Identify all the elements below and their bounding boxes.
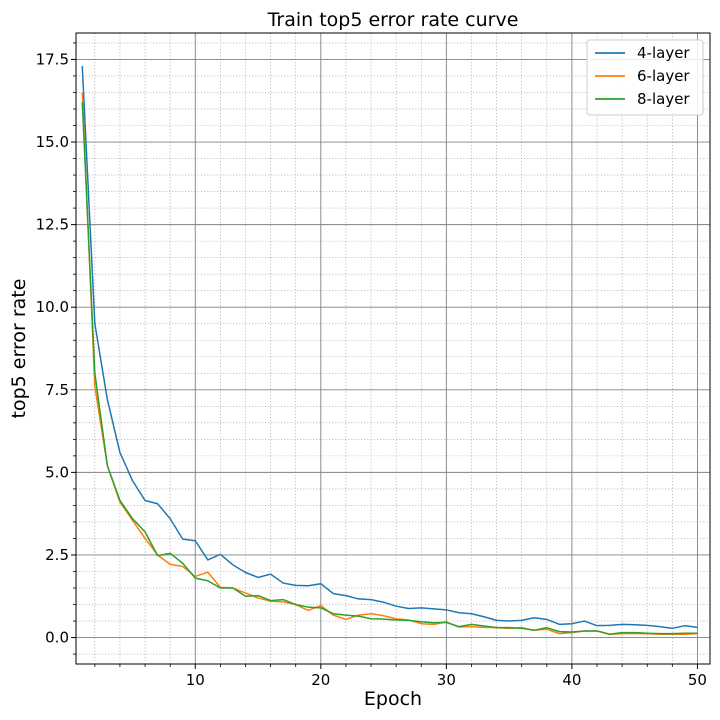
y-tick-label: 12.5 bbox=[36, 216, 69, 234]
axis-ticks: 10 20 30 40 50 0.0 2.5 5.0 7.5 10.0 12.5 15.0 17.5 bbox=[36, 42, 707, 689]
legend-label: 8-layer bbox=[637, 90, 690, 108]
major-grid bbox=[76, 33, 710, 664]
series-line-8-layer bbox=[81, 102, 698, 636]
minor-grid bbox=[76, 33, 710, 664]
x-tick-label: 20 bbox=[311, 671, 330, 689]
legend-label: 4-layer bbox=[637, 44, 690, 62]
y-tick-label: 0.0 bbox=[45, 629, 69, 647]
x-tick-label: 40 bbox=[562, 671, 581, 689]
series-layer bbox=[81, 66, 698, 636]
legend-label: 6-layer bbox=[637, 67, 690, 85]
series-line-6-layer bbox=[81, 92, 698, 636]
y-tick-label: 17.5 bbox=[36, 50, 69, 68]
legend-box bbox=[586, 39, 704, 116]
y-tick-label: 2.5 bbox=[45, 546, 69, 564]
y-tick-label: 5.0 bbox=[45, 463, 69, 481]
y-tick-label: 7.5 bbox=[45, 381, 69, 399]
series-line-4-layer bbox=[81, 66, 698, 630]
x-tick-label: 50 bbox=[688, 671, 707, 689]
x-tick-label: 30 bbox=[437, 671, 456, 689]
y-tick-label: 10.0 bbox=[36, 298, 69, 316]
x-tick-label: 10 bbox=[186, 671, 205, 689]
y-axis-title: top5 error rate bbox=[8, 279, 30, 419]
plot-frame bbox=[75, 32, 711, 665]
x-axis-title: Epoch bbox=[364, 688, 422, 710]
y-tick-label: 15.0 bbox=[36, 133, 69, 151]
chart-title: Train top5 error rate curve bbox=[267, 9, 519, 31]
legend: 4-layer 6-layer 8-layer bbox=[586, 39, 704, 116]
